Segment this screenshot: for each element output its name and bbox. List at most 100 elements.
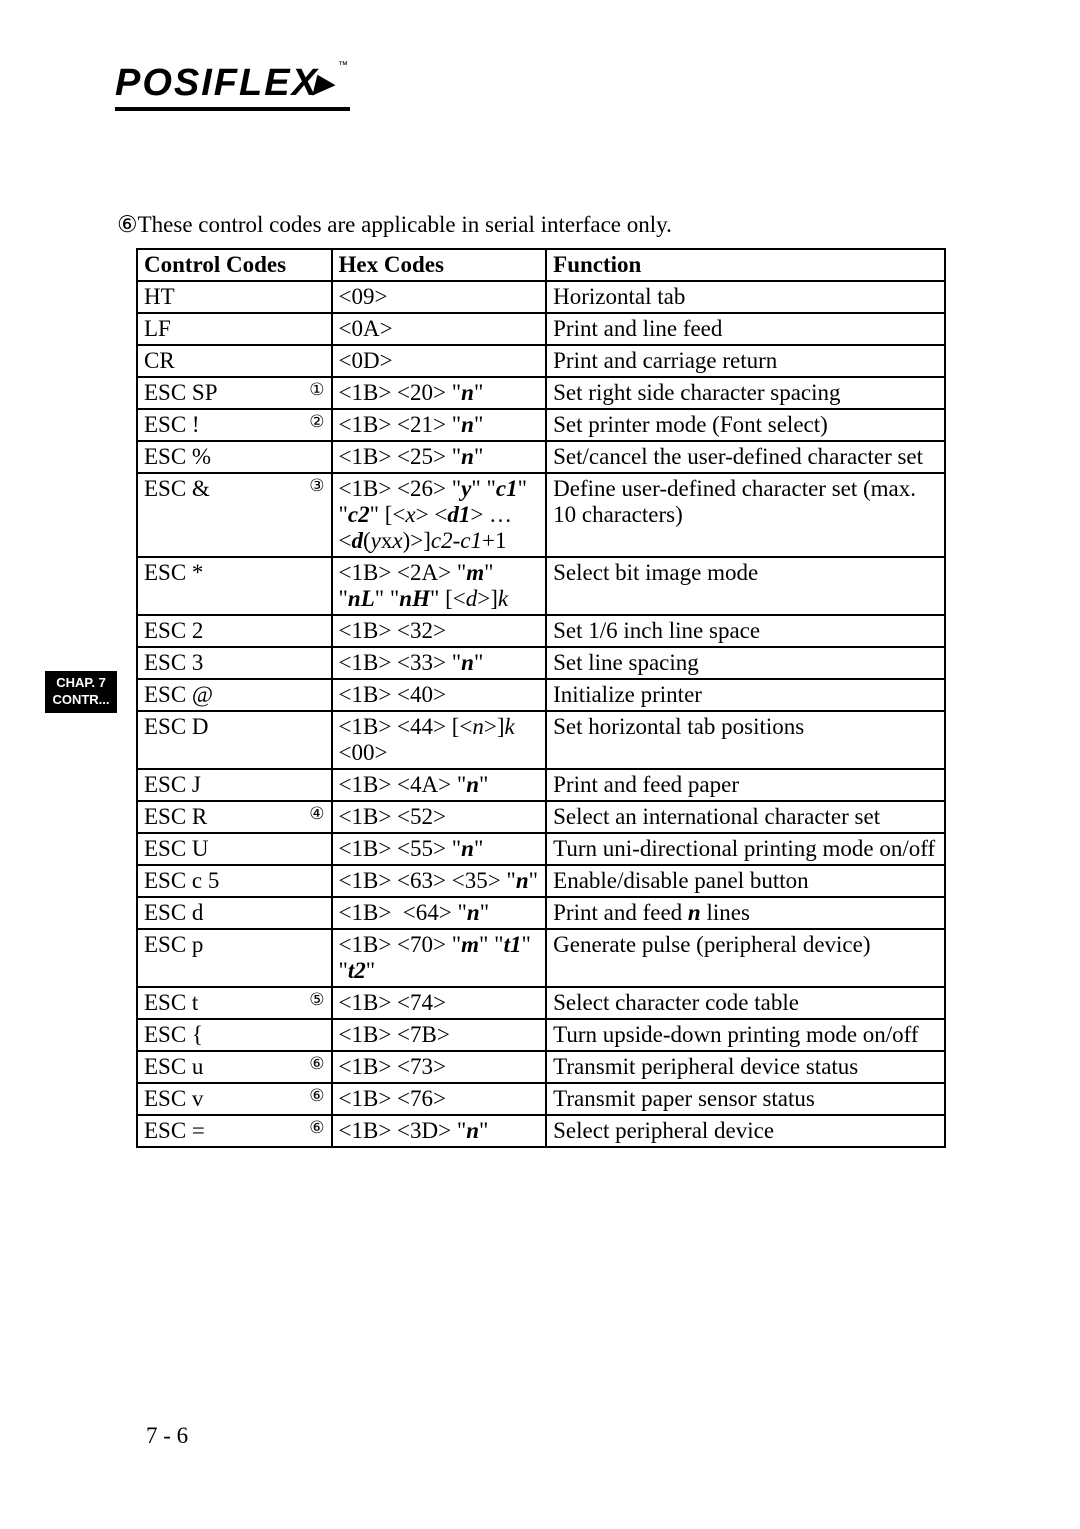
table-row: ESC SP①<1B> <20> "n"Set right side chara… bbox=[137, 377, 945, 409]
hex-code-cell: <1B> <33> "n" bbox=[332, 647, 547, 679]
table-row: ESC p<1B> <70> "m" "t1" "t2"Generate pul… bbox=[137, 929, 945, 987]
control-code-cell: ESC !② bbox=[137, 409, 332, 441]
control-code-cell: ESC d bbox=[137, 897, 332, 929]
table-row: ESC !②<1B> <21> "n"Set printer mode (Fon… bbox=[137, 409, 945, 441]
function-cell: Turn upside-down printing mode on/off bbox=[546, 1019, 945, 1051]
function-cell: Transmit paper sensor status bbox=[546, 1083, 945, 1115]
table-row: ESC 2<1B> <32>Set 1/6 inch line space bbox=[137, 615, 945, 647]
function-cell: Select bit image mode bbox=[546, 557, 945, 615]
control-code-cell: ESC R④ bbox=[137, 801, 332, 833]
hex-code-cell: <0D> bbox=[332, 345, 547, 377]
table-row: CR<0D>Print and carriage return bbox=[137, 345, 945, 377]
table-row: ESC =⑥<1B> <3D> "n"Select peripheral dev… bbox=[137, 1115, 945, 1147]
function-cell: Set horizontal tab positions bbox=[546, 711, 945, 769]
control-code-cell: ESC 2 bbox=[137, 615, 332, 647]
control-code-cell: ESC =⑥ bbox=[137, 1115, 332, 1147]
hex-code-cell: <1B> <21> "n" bbox=[332, 409, 547, 441]
function-cell: Set/cancel the user-defined character se… bbox=[546, 441, 945, 473]
control-code-cell: ESC U bbox=[137, 833, 332, 865]
function-cell: Set right side character spacing bbox=[546, 377, 945, 409]
control-code-cell: ESC @ bbox=[137, 679, 332, 711]
control-code-cell: ESC D bbox=[137, 711, 332, 769]
hex-code-cell: <1B> <3D> "n" bbox=[332, 1115, 547, 1147]
function-cell: Generate pulse (peripheral device) bbox=[546, 929, 945, 987]
table-row: ESC u⑥<1B> <73>Transmit peripheral devic… bbox=[137, 1051, 945, 1083]
control-code-cell: ESC t⑤ bbox=[137, 987, 332, 1019]
control-code-cell: LF bbox=[137, 313, 332, 345]
control-code-cell: ESC { bbox=[137, 1019, 332, 1051]
table-row: ESC d<1B> <64> "n"Print and feed n lines bbox=[137, 897, 945, 929]
control-codes-table: Control Codes Hex Codes Function HT<09>H… bbox=[136, 248, 946, 1148]
table-row: ESC c 5<1B> <63> <35> "n"Enable/disable … bbox=[137, 865, 945, 897]
function-cell: Print and feed n lines bbox=[546, 897, 945, 929]
logo-text: POSIFLEX bbox=[115, 62, 319, 104]
hex-code-cell: <1B> <2A> "m" "nL" "nH" [<d>]k bbox=[332, 557, 547, 615]
function-cell: Set 1/6 inch line space bbox=[546, 615, 945, 647]
function-cell: Select peripheral device bbox=[546, 1115, 945, 1147]
hex-code-cell: <1B> <55> "n" bbox=[332, 833, 547, 865]
control-code-cell: ESC c 5 bbox=[137, 865, 332, 897]
hex-code-cell: <1B> <7B> bbox=[332, 1019, 547, 1051]
chapter-tab: CHAP. 7 CONTR... bbox=[45, 671, 117, 713]
hex-code-cell: <1B> <52> bbox=[332, 801, 547, 833]
function-cell: Set printer mode (Font select) bbox=[546, 409, 945, 441]
hex-code-cell: <1B> <20> "n" bbox=[332, 377, 547, 409]
function-cell: Set line spacing bbox=[546, 647, 945, 679]
hex-code-cell: <1B> <40> bbox=[332, 679, 547, 711]
page-number: 7 - 6 bbox=[146, 1423, 188, 1449]
hex-code-cell: <1B> <32> bbox=[332, 615, 547, 647]
table-row: LF<0A>Print and line feed bbox=[137, 313, 945, 345]
control-code-cell: HT bbox=[137, 281, 332, 313]
hex-code-cell: <1B> <25> "n" bbox=[332, 441, 547, 473]
hex-code-cell: <1B> <26> "y" "c1" "c2" [<x> <d1> … <d(y… bbox=[332, 473, 547, 557]
table-row: ESC @<1B> <40>Initialize printer bbox=[137, 679, 945, 711]
control-code-cell: ESC % bbox=[137, 441, 332, 473]
chapter-tab-line2: CONTR... bbox=[51, 692, 111, 709]
logo-tm: ™ bbox=[338, 60, 350, 71]
table-row: ESC R④<1B> <52>Select an international c… bbox=[137, 801, 945, 833]
hex-code-cell: <0A> bbox=[332, 313, 547, 345]
hex-code-cell: <1B> <74> bbox=[332, 987, 547, 1019]
table-row: ESC {<1B> <7B>Turn upside-down printing … bbox=[137, 1019, 945, 1051]
logo: POSIFLEX▸ ™ bbox=[115, 60, 350, 111]
hex-code-cell: <1B> <73> bbox=[332, 1051, 547, 1083]
hex-code-cell: <1B> <70> "m" "t1" "t2" bbox=[332, 929, 547, 987]
control-code-cell: ESC SP① bbox=[137, 377, 332, 409]
control-code-cell: ESC v⑥ bbox=[137, 1083, 332, 1115]
hex-code-cell: <1B> <4A> "n" bbox=[332, 769, 547, 801]
hex-code-cell: <1B> <44> [<n>]k <00> bbox=[332, 711, 547, 769]
control-code-cell: CR bbox=[137, 345, 332, 377]
table-row: ESC U<1B> <55> "n"Turn uni-directional p… bbox=[137, 833, 945, 865]
control-code-cell: ESC p bbox=[137, 929, 332, 987]
logo-arrow-icon: ▸ bbox=[313, 60, 334, 105]
intro-text: ⑥These control codes are applicable in s… bbox=[117, 212, 672, 238]
table-row: ESC D<1B> <44> [<n>]k <00>Set horizontal… bbox=[137, 711, 945, 769]
table-row: ESC %<1B> <25> "n"Set/cancel the user-de… bbox=[137, 441, 945, 473]
table-body: HT<09>Horizontal tabLF<0A>Print and line… bbox=[137, 281, 945, 1147]
function-cell: Transmit peripheral device status bbox=[546, 1051, 945, 1083]
hex-code-cell: <1B> <63> <35> "n" bbox=[332, 865, 547, 897]
control-code-cell: ESC 3 bbox=[137, 647, 332, 679]
header-control: Control Codes bbox=[137, 249, 332, 281]
table-row: ESC &③<1B> <26> "y" "c1" "c2" [<x> <d1> … bbox=[137, 473, 945, 557]
hex-code-cell: <1B> <64> "n" bbox=[332, 897, 547, 929]
function-cell: Select character code table bbox=[546, 987, 945, 1019]
chapter-tab-line1: CHAP. 7 bbox=[51, 675, 111, 692]
table-row: HT<09>Horizontal tab bbox=[137, 281, 945, 313]
table-row: ESC v⑥<1B> <76>Transmit paper sensor sta… bbox=[137, 1083, 945, 1115]
function-cell: Define user-defined character set (max. … bbox=[546, 473, 945, 557]
table-row: ESC 3<1B> <33> "n"Set line spacing bbox=[137, 647, 945, 679]
function-cell: Initialize printer bbox=[546, 679, 945, 711]
header-hex: Hex Codes bbox=[332, 249, 547, 281]
function-cell: Enable/disable panel button bbox=[546, 865, 945, 897]
function-cell: Select an international character set bbox=[546, 801, 945, 833]
hex-code-cell: <09> bbox=[332, 281, 547, 313]
header-function: Function bbox=[546, 249, 945, 281]
table-header-row: Control Codes Hex Codes Function bbox=[137, 249, 945, 281]
control-code-cell: ESC J bbox=[137, 769, 332, 801]
table-row: ESC J<1B> <4A> "n"Print and feed paper bbox=[137, 769, 945, 801]
function-cell: Turn uni-directional printing mode on/of… bbox=[546, 833, 945, 865]
hex-code-cell: <1B> <76> bbox=[332, 1083, 547, 1115]
control-code-cell: ESC u⑥ bbox=[137, 1051, 332, 1083]
function-cell: Print and feed paper bbox=[546, 769, 945, 801]
